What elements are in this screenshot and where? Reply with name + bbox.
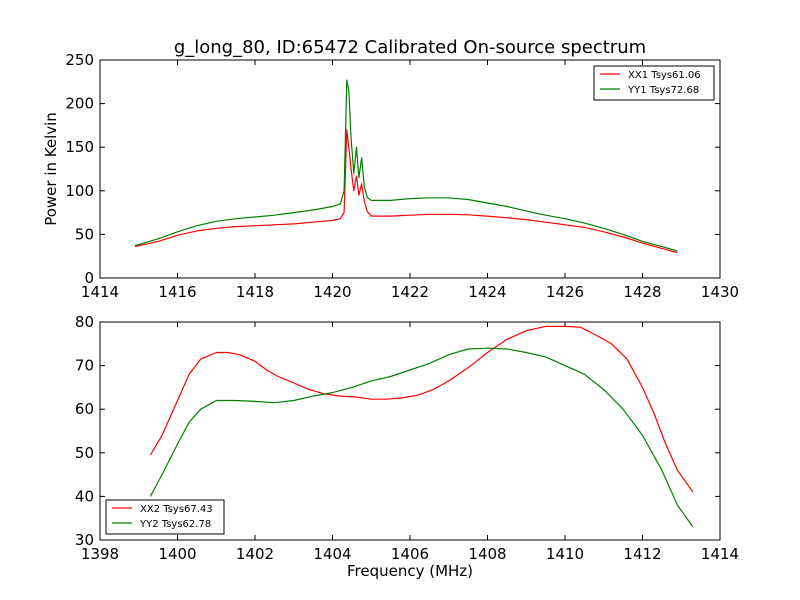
bottom-xtick-label: 1400 bbox=[158, 545, 196, 563]
top-xtick-label: 1414 bbox=[81, 283, 119, 301]
bottom-xtick-label: 1410 bbox=[546, 545, 584, 563]
top-xtick-label: 1418 bbox=[236, 283, 274, 301]
bottom-legend-label-xx2: XX2 Tsys67.43 bbox=[140, 504, 213, 515]
bottom-xtick-label: 1406 bbox=[391, 545, 429, 563]
bottom-xtick-label: 1398 bbox=[81, 545, 119, 563]
bottom-legend: XX2 Tsys67.43 YY2 Tsys62.78 bbox=[105, 499, 225, 535]
bottom-series-layer bbox=[149, 325, 694, 528]
bottom-xtick-label: 1412 bbox=[623, 545, 661, 563]
chart-title-group: g_long_80, ID:65472 Calibrated On-source… bbox=[174, 37, 646, 58]
top-xtick-label: 1416 bbox=[158, 283, 196, 301]
top-series-xx-line bbox=[134, 129, 678, 254]
bottom-xtick-label: 1414 bbox=[701, 545, 739, 563]
top-legend-label-xx1: XX1 Tsys61.06 bbox=[628, 70, 701, 81]
top-legend-label-yy1: YY1 Tsys72.68 bbox=[627, 85, 699, 96]
top-ytick-label: 250 bbox=[65, 51, 94, 69]
bottom-xtick-label: 1404 bbox=[313, 545, 351, 563]
top-xtick-label: 1428 bbox=[623, 283, 661, 301]
bottom-series-xx-line bbox=[149, 325, 694, 493]
top-xtick-label: 1426 bbox=[546, 283, 584, 301]
top-xtick-label: 1430 bbox=[701, 283, 739, 301]
top-xtick-label: 1422 bbox=[391, 283, 429, 301]
bottom-subplot: 1398 1400 1402 1404 1406 1408 1410 1412 1414 30 40… bbox=[75, 313, 739, 580]
top-ylabel: Power in Kelvin bbox=[42, 112, 60, 226]
bottom-ytick-label: 40 bbox=[75, 487, 94, 505]
top-ytick-label: 100 bbox=[65, 182, 94, 200]
top-xtick-label: 1424 bbox=[468, 283, 506, 301]
bottom-ticks: 1398 1400 1402 1404 1406 1408 1410 1412 1414 30 40… bbox=[75, 313, 739, 563]
bottom-series-yy-line bbox=[149, 347, 694, 528]
bottom-xlabel: Frequency (MHz) bbox=[347, 562, 473, 580]
top-subplot: 1414 1416 1418 1420 1422 1424 1426 1428 1430 0 50 1… bbox=[42, 51, 739, 301]
top-series-yy-line bbox=[134, 79, 678, 252]
top-ytick-label: 50 bbox=[75, 225, 94, 243]
bottom-ytick-label: 60 bbox=[75, 400, 94, 418]
bottom-xtick-label: 1402 bbox=[236, 545, 274, 563]
bottom-ytick-label: 70 bbox=[75, 357, 94, 375]
top-ytick-label: 0 bbox=[84, 269, 94, 287]
top-legend-box bbox=[593, 65, 715, 101]
top-ytick-label: 150 bbox=[65, 138, 94, 156]
bottom-ytick-label: 50 bbox=[75, 444, 94, 462]
top-ticks: 1414 1416 1418 1420 1422 1424 1426 1428 1430 0 50 1… bbox=[65, 51, 739, 301]
chart-title: g_long_80, ID:65472 Calibrated On-source… bbox=[174, 37, 646, 58]
bottom-ytick-label: 80 bbox=[75, 313, 94, 331]
top-legend: XX1 Tsys61.06 YY1 Tsys72.68 bbox=[593, 65, 715, 101]
bottom-xtick-label: 1408 bbox=[468, 545, 506, 563]
bottom-legend-label-yy2: YY2 Tsys62.78 bbox=[139, 519, 211, 530]
top-xtick-label: 1420 bbox=[313, 283, 351, 301]
bottom-legend-box bbox=[105, 499, 225, 535]
top-ytick-label: 200 bbox=[65, 95, 94, 113]
bottom-ytick-label: 30 bbox=[75, 531, 94, 549]
top-series-layer bbox=[134, 79, 678, 254]
